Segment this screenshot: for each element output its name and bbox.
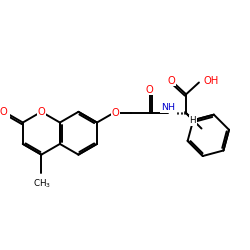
Text: NH: NH <box>161 103 175 112</box>
Text: OH: OH <box>204 76 219 86</box>
Text: O: O <box>112 108 120 118</box>
Text: O: O <box>0 107 7 117</box>
Text: O: O <box>146 85 154 95</box>
Text: O: O <box>168 76 175 86</box>
Text: H: H <box>190 116 196 125</box>
Text: CH$_3$: CH$_3$ <box>33 178 51 190</box>
Text: O: O <box>38 107 45 117</box>
